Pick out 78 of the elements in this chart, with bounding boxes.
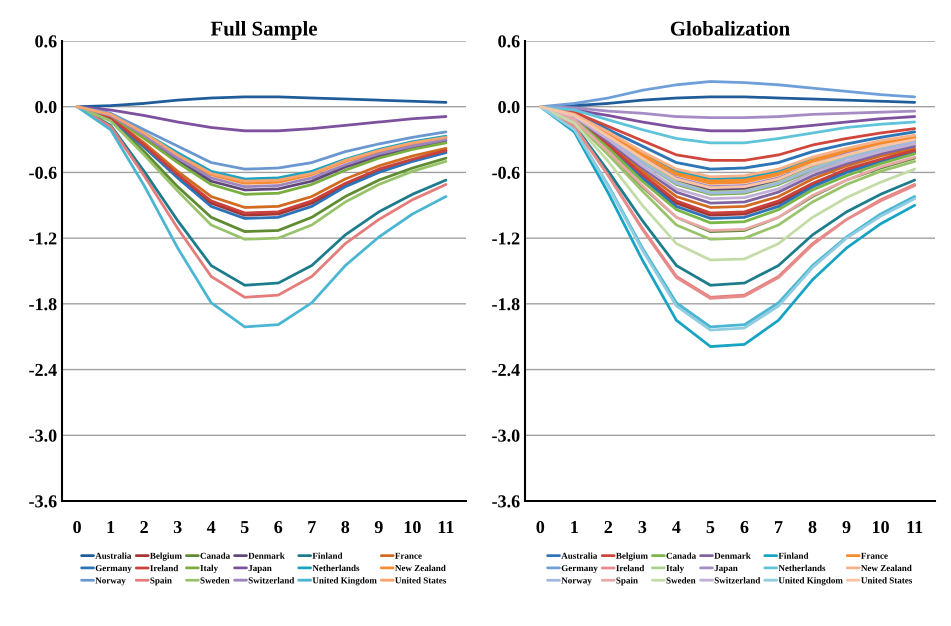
x-tick-label: 6 [740, 521, 748, 534]
x-tick-label: 9 [842, 521, 850, 534]
y-tick-label: -2.4 [29, 364, 57, 376]
legend-label: Canada [200, 552, 230, 559]
x-tick-label: 5 [240, 521, 249, 534]
x-tick-label: 10 [404, 520, 421, 534]
y-tick-label: -1.8 [492, 298, 520, 310]
x-tick-label: 3 [174, 521, 182, 534]
x-tick-label: 6 [274, 521, 282, 534]
x-tick-label: 8 [341, 520, 350, 534]
y-tick-label: -2.4 [492, 364, 520, 376]
legend-label: Finland [312, 552, 342, 559]
legend-label: Ireland [150, 564, 178, 572]
legend-label: Belgium [616, 552, 648, 561]
chart-title: Globalization [670, 20, 790, 36]
y-tick-label: -3.6 [492, 495, 520, 508]
legend-label: France [395, 552, 422, 559]
legend-label: Sweden [666, 577, 696, 584]
legend-label: Spain [616, 577, 638, 586]
legend-label: Ireland [616, 564, 644, 572]
legend-label: Spain [150, 577, 172, 586]
legend-label: Italy [200, 564, 218, 573]
chart-title: Full Sample [210, 20, 317, 40]
legend-label: Japan [714, 565, 738, 573]
x-tick-label: 3 [638, 521, 646, 534]
x-tick-label: 0 [536, 520, 544, 534]
legend-label: Japan [248, 565, 272, 573]
legend-label: Switzerland [714, 577, 760, 584]
x-tick-label: 10 [872, 520, 889, 534]
x-tick-label: 7 [308, 521, 316, 533]
legend-label: Norway [561, 577, 592, 586]
x-tick-label: 0 [73, 520, 81, 534]
x-tick-label: 2 [604, 521, 612, 533]
x-tick-label: 1 [571, 521, 578, 533]
y-tick-label: 0.0 [35, 100, 56, 114]
y-tick-label: -0.6 [492, 166, 520, 179]
legend-label: Australia [561, 552, 598, 559]
y-tick-label: -3.0 [492, 430, 520, 442]
y-tick-label: -1.8 [29, 298, 57, 310]
x-tick-label: 4 [672, 521, 681, 533]
x-tick-label: 4 [206, 521, 216, 533]
x-tick-label: 7 [775, 521, 783, 533]
legend-label: United Kingdom [778, 577, 843, 586]
x-tick-label: 1 [108, 521, 114, 533]
x-tick-label: 9 [374, 521, 383, 534]
legend-label: Denmark [248, 552, 285, 559]
y-tick-label: -1.2 [492, 232, 520, 245]
x-tick-label: 8 [808, 520, 816, 534]
legend-label: Denmark [714, 552, 751, 559]
legend-label: Belgium [150, 552, 182, 561]
x-tick-label: 11 [438, 521, 454, 533]
legend-label: Canada [666, 552, 696, 559]
x-tick-label: 2 [140, 521, 148, 533]
y-tick-label: -3.0 [29, 430, 56, 442]
y-tick-label: 0.0 [498, 100, 520, 114]
legend-label: New Zealand [861, 564, 912, 572]
legend-label: Italy [666, 564, 684, 573]
y-tick-label: -0.6 [29, 166, 57, 179]
y-tick-label: -1.2 [29, 232, 56, 245]
y-tick-label: 0.6 [498, 35, 520, 48]
legend-label: United Kingdom [312, 577, 377, 586]
y-tick-label: 0.6 [35, 35, 57, 48]
legend-label: United States [861, 577, 912, 584]
legend-label: United States [395, 577, 446, 584]
legend-label: Australia [95, 552, 132, 559]
legend-label: Norway [95, 577, 126, 586]
x-tick-label: 5 [706, 521, 714, 534]
legend-label: Finland [778, 552, 808, 559]
legend-label: Germany [562, 565, 598, 573]
legend-label: Netherlands [312, 564, 360, 572]
legend-label: Switzerland [248, 577, 294, 584]
legend-label: Netherlands [778, 564, 826, 572]
legend-label: Sweden [200, 577, 230, 584]
x-tick-label: 11 [908, 521, 922, 533]
legend-label: Germany [96, 565, 132, 573]
legend-label: New Zealand [395, 564, 446, 572]
y-tick-label: -3.6 [29, 495, 57, 508]
legend-label: France [861, 552, 888, 559]
